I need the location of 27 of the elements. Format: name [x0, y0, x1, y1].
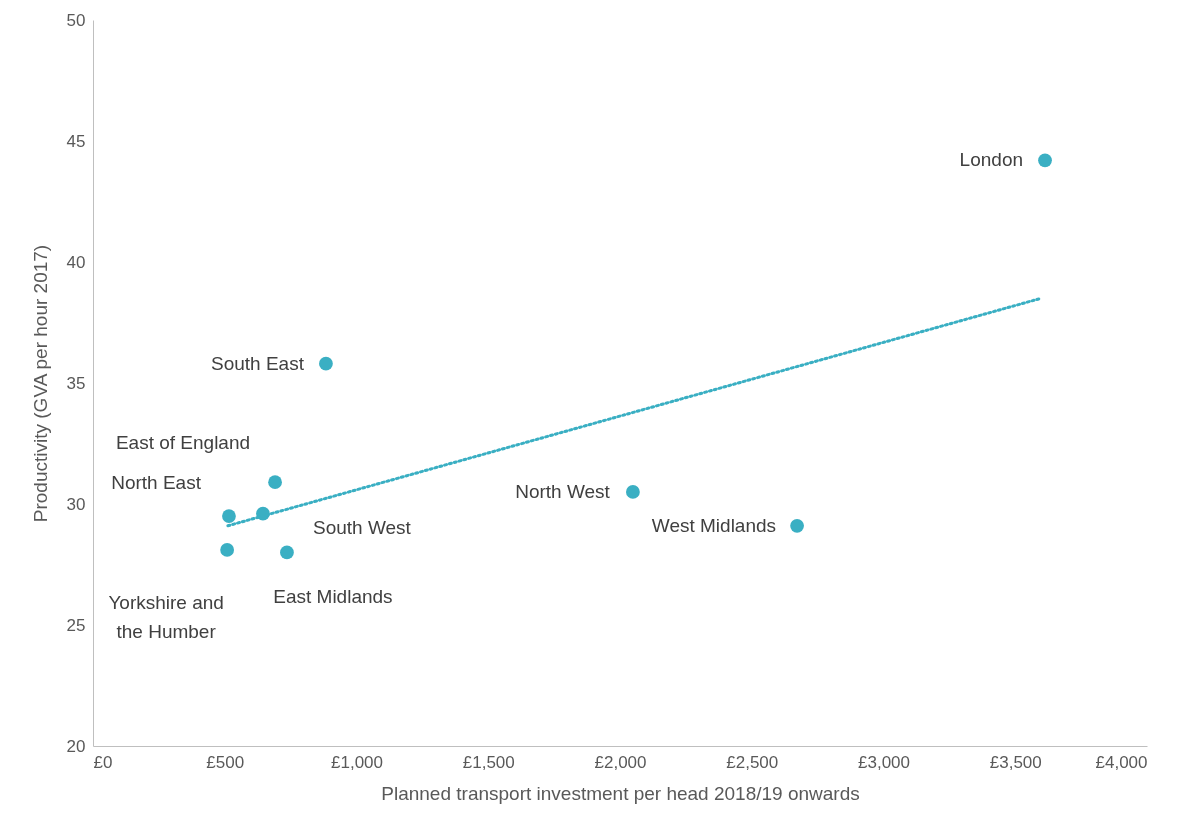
annotation: North East: [111, 472, 202, 494]
x-tick-label: £3,000: [858, 752, 910, 772]
y-tick-label: 25: [66, 615, 86, 635]
annotation: North West: [515, 480, 611, 502]
y-tick-label: 30: [66, 494, 86, 514]
annotation: South West: [312, 516, 412, 538]
annotation: South East: [210, 352, 305, 374]
annotation: London: [959, 149, 1024, 171]
y-tick-label: 35: [66, 373, 86, 393]
x-tick-label: £1,000: [331, 752, 383, 772]
y-tick-label: 50: [66, 10, 86, 30]
x-axis-title: Planned transport investment per head 2018/19 onwards: [381, 782, 860, 804]
x-tick-label: £2,000: [594, 752, 647, 772]
y-axis-title: Productivity (GVA per hour 2017): [29, 244, 51, 523]
annotation: East Midlands: [273, 586, 393, 608]
y-tick-label: 40: [66, 252, 86, 272]
x-tick-label: £4,000: [1095, 752, 1148, 772]
x-tick-label: £0: [93, 752, 113, 772]
x-tick-label: £3,500: [989, 752, 1042, 772]
x-tick-label: £2,500: [726, 752, 779, 772]
x-tick-label: £1,500: [462, 752, 515, 772]
x-tick-label: £500: [206, 752, 245, 772]
annotation: Yorkshire and the Humber: [108, 591, 224, 642]
y-tick-label: 20: [66, 736, 86, 756]
y-tick-label: 45: [66, 131, 86, 151]
annotation: West Midlands: [651, 514, 777, 536]
annotation: East of England: [115, 432, 251, 454]
